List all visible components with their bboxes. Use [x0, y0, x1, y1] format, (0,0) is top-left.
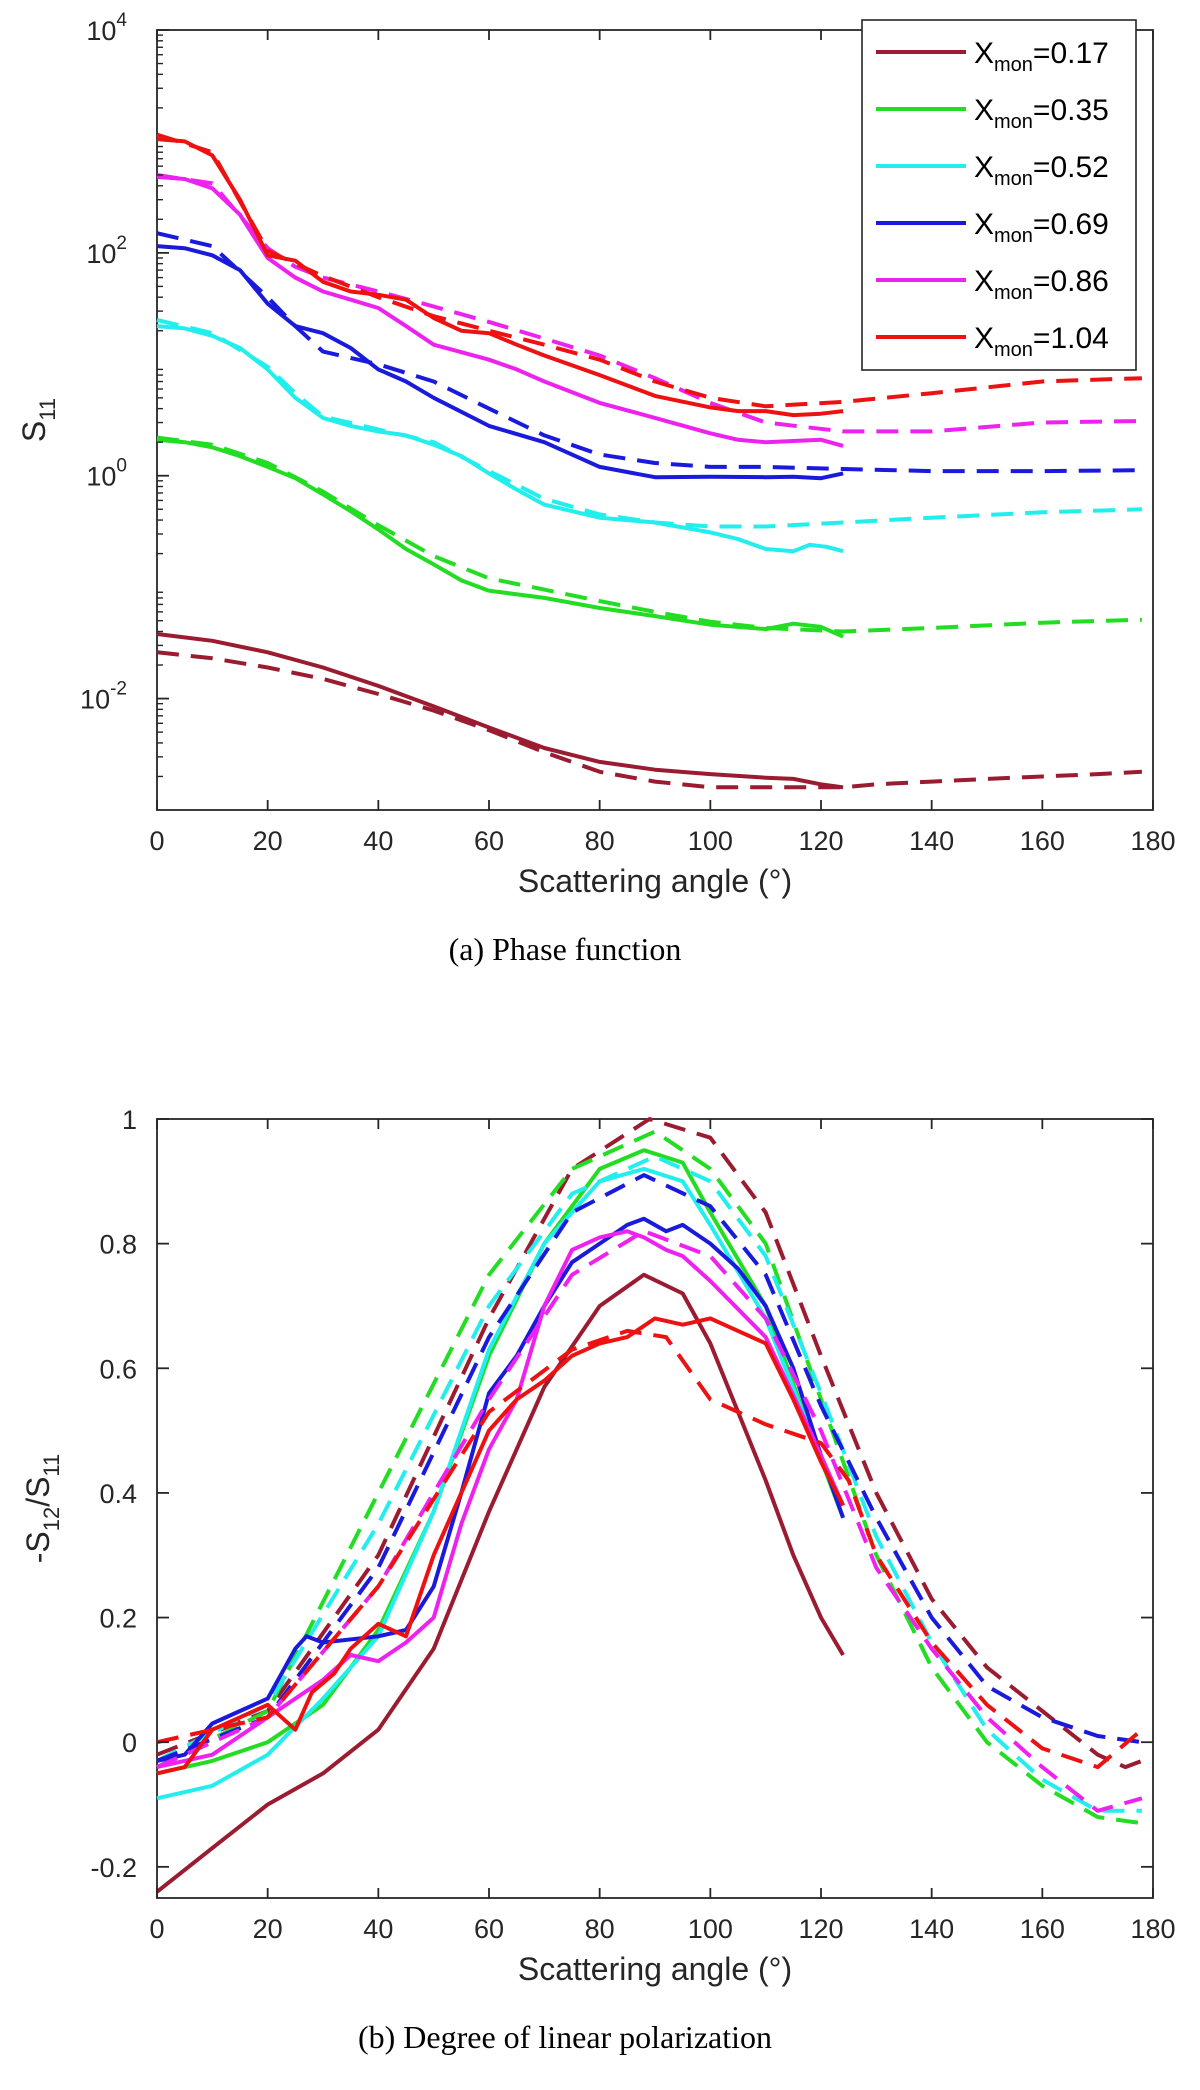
- plot-frame-b: [156, 1118, 1154, 1899]
- y-tick-label: 1: [122, 1105, 137, 1135]
- x-tick-label: 140: [909, 1914, 954, 1944]
- legend-label-086: Xmon=0.86: [974, 265, 1109, 304]
- y-tick-label: 0.2: [99, 1604, 137, 1634]
- series-line-104-dashed: [156, 1328, 1144, 1770]
- series-line-069-dashed: [156, 1173, 1143, 1763]
- y-tick-label: 100: [86, 456, 127, 492]
- y-tick-label: 0: [122, 1728, 137, 1758]
- legend-label-104: Xmon=1.04: [974, 322, 1109, 361]
- y-tick-label: 0.4: [99, 1479, 137, 1509]
- series-line-104-solid: [156, 1316, 845, 1776]
- y-axis-label-a: S11: [16, 398, 60, 442]
- x-tick-label: 60: [474, 826, 504, 856]
- x-tick-label: 80: [585, 1914, 615, 1944]
- y-tick-label: 102: [86, 233, 127, 269]
- series-line-017-dashed: [156, 650, 1143, 790]
- caption-a: (a) Phase function: [449, 931, 682, 967]
- x-tick-label: 20: [253, 1914, 283, 1944]
- legend-label-052: Xmon=0.52: [974, 151, 1109, 190]
- legend-label-017: Xmon=0.17: [974, 37, 1109, 76]
- polarization-chart: 0 20 40 60 80 100 120 140 160 180 -0.2 0 0.2 0.4 0.6 0.…: [20, 1105, 1176, 2055]
- ticks-group-a: 0 20 40 60 80 100 120 140 160 180 10-2 100 102 104: [80, 10, 1175, 856]
- series-group-a: [156, 132, 1143, 790]
- series-line-052-dashed: [156, 1154, 1142, 1813]
- ticks-group-b: 0 20 40 60 80 100 120 140 160 180 -0.2 0 0.2 0.4 0.6 0.…: [90, 1105, 1175, 1944]
- series-line-052-solid: [156, 1166, 845, 1801]
- x-tick-label: 60: [474, 1914, 504, 1944]
- y-tick-label: -0.2: [90, 1853, 137, 1883]
- legend-label-035: Xmon=0.35: [974, 94, 1109, 133]
- x-axis-label-a: Scattering angle (°): [518, 863, 792, 899]
- y-tick-label: 10-2: [80, 679, 127, 715]
- series-line-086-dashed: [156, 1229, 1143, 1813]
- x-tick-label: 0: [149, 1914, 164, 1944]
- x-tick-label: 100: [688, 1914, 733, 1944]
- series-group-b: [155, 1117, 1144, 1894]
- series-line-017-dashed: [156, 1117, 1143, 1770]
- x-tick-label: 160: [1020, 826, 1065, 856]
- series-line-017-solid: [156, 632, 844, 790]
- x-tick-label: 40: [363, 1914, 393, 1944]
- phase-function-chart: 0 20 40 60 80 100 120 140 160 180 10-2 100 102 104 Sc…: [16, 10, 1176, 967]
- legend-box: [861, 19, 1137, 371]
- series-line-104-dashed: [156, 132, 1142, 409]
- x-tick-label: 120: [798, 1914, 843, 1944]
- x-tick-label: 80: [585, 826, 615, 856]
- y-tick-label: 0.6: [99, 1354, 137, 1384]
- y-axis-label-b: -S12/S11: [20, 1454, 64, 1564]
- legend: Xmon=0.17 Xmon=0.35 Xmon=0.52 Xmon=0.69 Xmon…: [861, 19, 1137, 371]
- x-tick-label: 140: [909, 826, 954, 856]
- x-axis-label-b: Scattering angle (°): [518, 1951, 792, 1987]
- x-tick-label: 180: [1130, 826, 1175, 856]
- series-line-052-dashed: [156, 317, 1142, 529]
- legend-label-069: Xmon=0.69: [974, 208, 1109, 247]
- caption-b: (b) Degree of linear polarization: [358, 2019, 772, 2055]
- x-tick-label: 160: [1020, 1914, 1065, 1944]
- series-line-017-solid: [155, 1272, 845, 1894]
- x-tick-label: 120: [798, 826, 843, 856]
- series-line-035-dashed: [156, 1129, 1143, 1826]
- series-line-035-dashed: [156, 435, 1142, 634]
- x-tick-label: 40: [363, 826, 393, 856]
- y-tick-label: 104: [86, 10, 127, 46]
- x-tick-label: 180: [1130, 1914, 1175, 1944]
- series-line-069-dashed: [156, 231, 1142, 474]
- series-line-069-solid: [156, 244, 844, 481]
- x-tick-label: 100: [688, 826, 733, 856]
- x-tick-label: 0: [149, 826, 164, 856]
- x-tick-label: 20: [253, 826, 283, 856]
- y-tick-label: 0.8: [99, 1230, 137, 1260]
